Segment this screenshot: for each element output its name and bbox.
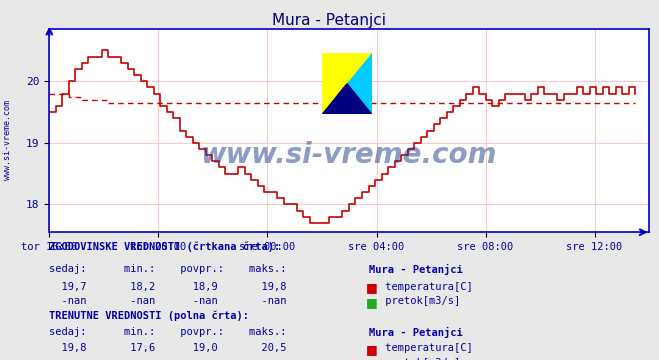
Text: pretok[m3/s]: pretok[m3/s] bbox=[379, 358, 460, 360]
Text: ZGODOVINSKE VREDNOSTI (črtkana črta):: ZGODOVINSKE VREDNOSTI (črtkana črta): bbox=[49, 241, 281, 252]
Text: ■: ■ bbox=[366, 343, 378, 356]
Text: -nan       -nan      -nan       -nan: -nan -nan -nan -nan bbox=[49, 358, 287, 360]
Text: Mura - Petanjci: Mura - Petanjci bbox=[369, 264, 463, 275]
Text: temperatura[C]: temperatura[C] bbox=[379, 343, 473, 353]
Text: TRENUTNE VREDNOSTI (polna črta):: TRENUTNE VREDNOSTI (polna črta): bbox=[49, 310, 249, 321]
Text: -nan       -nan      -nan       -nan: -nan -nan -nan -nan bbox=[49, 296, 287, 306]
Text: www.si-vreme.com: www.si-vreme.com bbox=[201, 141, 498, 169]
Polygon shape bbox=[322, 84, 372, 114]
Text: www.si-vreme.com: www.si-vreme.com bbox=[3, 100, 13, 180]
Text: sedaj:      min.:    povpr.:    maks.:: sedaj: min.: povpr.: maks.: bbox=[49, 264, 287, 274]
Text: Mura - Petanjci: Mura - Petanjci bbox=[273, 13, 386, 28]
Text: Mura - Petanjci: Mura - Petanjci bbox=[369, 327, 463, 338]
Text: ■: ■ bbox=[366, 282, 378, 294]
Text: sedaj:      min.:    povpr.:    maks.:: sedaj: min.: povpr.: maks.: bbox=[49, 327, 287, 337]
Text: temperatura[C]: temperatura[C] bbox=[379, 282, 473, 292]
Text: 19,7       18,2      18,9       19,8: 19,7 18,2 18,9 19,8 bbox=[49, 282, 287, 292]
Text: ■: ■ bbox=[366, 296, 378, 309]
Text: ■: ■ bbox=[366, 358, 378, 360]
Text: 19,8       17,6      19,0       20,5: 19,8 17,6 19,0 20,5 bbox=[49, 343, 287, 353]
Text: pretok[m3/s]: pretok[m3/s] bbox=[379, 296, 460, 306]
Polygon shape bbox=[322, 53, 372, 114]
Polygon shape bbox=[322, 53, 372, 114]
